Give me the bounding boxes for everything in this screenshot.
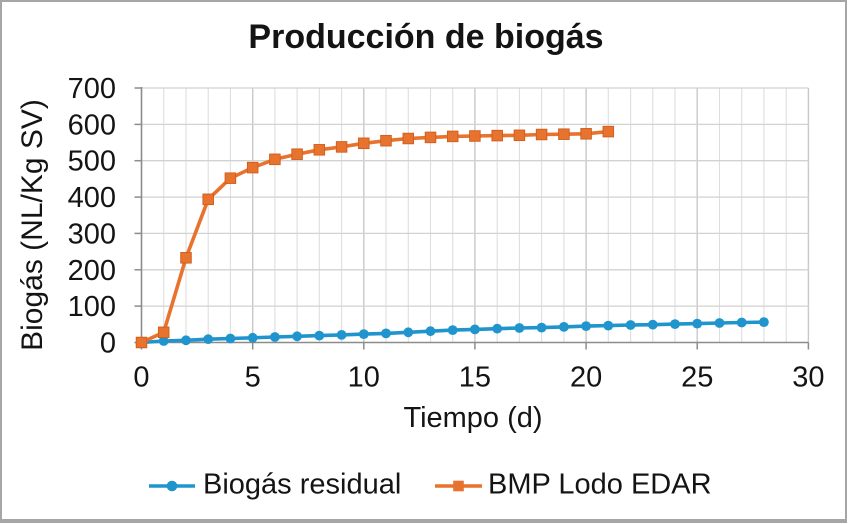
svg-text:400: 400 (68, 182, 116, 214)
svg-text:Biogás residual: Biogás residual (203, 469, 401, 501)
svg-text:15: 15 (459, 362, 491, 394)
svg-text:Biogás (NL/Kg SV): Biogás (NL/Kg SV) (16, 99, 49, 351)
svg-text:0: 0 (100, 328, 116, 360)
svg-text:700: 700 (68, 73, 116, 105)
svg-text:5: 5 (245, 362, 261, 394)
svg-text:Tiempo (d): Tiempo (d) (403, 402, 542, 434)
svg-text:100: 100 (68, 291, 116, 323)
svg-text:25: 25 (681, 362, 713, 394)
svg-text:BMP Lodo EDAR: BMP Lodo EDAR (488, 469, 712, 501)
svg-text:20: 20 (570, 362, 602, 394)
svg-text:600: 600 (68, 109, 116, 141)
svg-text:500: 500 (68, 146, 116, 178)
svg-text:10: 10 (348, 362, 380, 394)
svg-text:30: 30 (792, 362, 824, 394)
svg-text:200: 200 (68, 255, 116, 287)
svg-text:Producción de biogás: Producción de biogás (248, 18, 603, 56)
svg-text:0: 0 (133, 362, 149, 394)
svg-text:300: 300 (68, 218, 116, 250)
